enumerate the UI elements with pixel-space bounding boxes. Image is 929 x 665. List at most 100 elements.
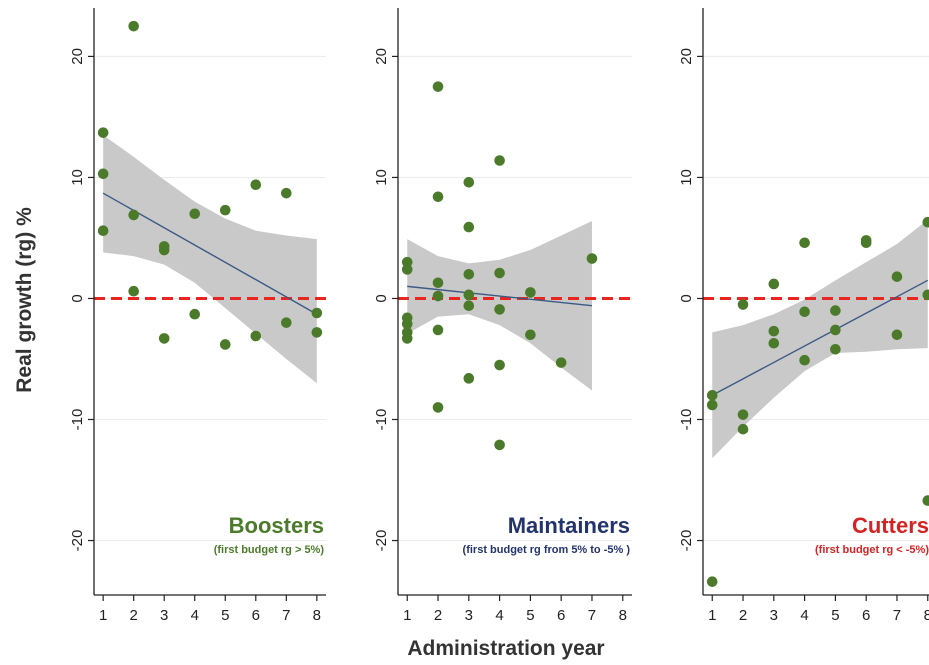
y-tick-label: 20 bbox=[678, 48, 695, 65]
data-point bbox=[219, 204, 231, 216]
panel-maintainers: -20 -10 0 10 20 1 2 3 4 5 6 7 8 Maintainers (first bud… bbox=[373, 8, 632, 624]
data-point bbox=[494, 439, 505, 451]
x-tick-label: 1 bbox=[708, 607, 716, 624]
y-tick-label: 20 bbox=[69, 48, 86, 65]
x-tick-label: 8 bbox=[619, 607, 627, 624]
x-tick-label: 1 bbox=[403, 607, 411, 624]
data-point bbox=[706, 389, 718, 401]
data-point bbox=[432, 290, 444, 302]
data-point bbox=[706, 576, 718, 587]
x-tick-label: 8 bbox=[924, 607, 929, 624]
y-tick-label: -20 bbox=[373, 530, 390, 552]
data-point bbox=[463, 300, 475, 312]
group-title: Boosters bbox=[229, 513, 324, 538]
x-tick-label: 6 bbox=[557, 607, 565, 624]
data-point bbox=[401, 333, 413, 344]
confidence-band bbox=[712, 219, 928, 459]
data-point bbox=[158, 244, 170, 256]
y-tick-label: 20 bbox=[373, 48, 390, 65]
x-tick-label: 6 bbox=[862, 607, 870, 624]
x-tick-label: 5 bbox=[221, 607, 229, 624]
x-axis-title: Administration year bbox=[407, 637, 604, 660]
data-point bbox=[311, 307, 323, 319]
y-tick-label: 0 bbox=[69, 294, 86, 302]
data-point bbox=[97, 168, 109, 180]
fit-line bbox=[711, 279, 929, 396]
data-point bbox=[922, 495, 929, 506]
data-point bbox=[311, 327, 323, 338]
data-point bbox=[219, 339, 231, 350]
data-point bbox=[891, 329, 903, 341]
group-subtitle: (first budget rg from 5% to -5% ) bbox=[463, 544, 631, 556]
data-point bbox=[922, 216, 929, 228]
x-tick-label: 5 bbox=[526, 607, 534, 624]
data-point bbox=[463, 221, 475, 233]
data-point bbox=[494, 304, 505, 315]
y-tick-label: 0 bbox=[373, 294, 390, 302]
x-tick-label: 2 bbox=[130, 607, 138, 624]
data-point bbox=[250, 330, 262, 342]
data-point bbox=[281, 187, 292, 199]
data-point bbox=[463, 176, 475, 188]
data-point bbox=[432, 191, 444, 203]
data-point bbox=[706, 399, 718, 411]
y-tick-label: 10 bbox=[678, 169, 695, 186]
panel-boosters: -20 -10 0 10 20 1 2 3 4 5 6 7 8 Boosters (first budget… bbox=[69, 8, 326, 624]
x-tick-label: 4 bbox=[495, 607, 503, 624]
data-point bbox=[128, 285, 139, 297]
data-point bbox=[401, 264, 413, 275]
data-point bbox=[525, 329, 536, 341]
y-tick-label: 10 bbox=[373, 169, 390, 186]
group-title: Maintainers bbox=[508, 513, 630, 538]
y-tick-label: -10 bbox=[678, 409, 695, 431]
data-point bbox=[432, 324, 444, 336]
data-point bbox=[189, 308, 201, 320]
data-point bbox=[463, 289, 475, 301]
x-tick-label: 3 bbox=[465, 607, 473, 624]
x-tick-label: 2 bbox=[434, 607, 442, 624]
data-point bbox=[768, 278, 780, 290]
data-point bbox=[737, 409, 749, 420]
data-point bbox=[401, 256, 413, 268]
data-point bbox=[737, 299, 749, 310]
x-tick-label: 7 bbox=[893, 607, 901, 624]
panel-cutters: -20 -10 0 10 20 1 2 3 4 5 6 7 8 Cutters (first budget … bbox=[678, 8, 929, 624]
y-tick-label: -20 bbox=[69, 530, 86, 552]
data-point bbox=[158, 333, 170, 344]
data-point bbox=[432, 277, 444, 289]
data-point bbox=[128, 209, 139, 221]
y-tick-label: -10 bbox=[373, 409, 390, 431]
data-point bbox=[768, 325, 780, 337]
data-point bbox=[860, 237, 872, 249]
x-tick-label: 7 bbox=[282, 607, 290, 624]
data-point bbox=[189, 208, 201, 220]
data-point bbox=[281, 317, 292, 328]
data-point bbox=[97, 225, 109, 236]
data-point bbox=[830, 324, 841, 336]
x-tick-label: 3 bbox=[770, 607, 778, 624]
x-tick-label: 5 bbox=[831, 607, 839, 624]
data-point bbox=[494, 155, 505, 166]
data-point bbox=[555, 357, 567, 368]
data-point bbox=[891, 271, 903, 282]
confidence-band bbox=[103, 135, 317, 384]
x-tick-label: 8 bbox=[313, 607, 321, 624]
group-subtitle: (first budget rg > 5%) bbox=[214, 544, 325, 556]
x-tick-label: 7 bbox=[588, 607, 596, 624]
y-tick-label: 0 bbox=[678, 294, 695, 302]
y-tick-label: -10 bbox=[69, 409, 86, 431]
data-point bbox=[799, 237, 810, 249]
data-point bbox=[463, 373, 475, 384]
data-point bbox=[525, 287, 536, 298]
x-tick-label: 6 bbox=[252, 607, 260, 624]
x-tick-label: 4 bbox=[191, 607, 199, 624]
data-point bbox=[494, 267, 505, 279]
data-point bbox=[401, 318, 413, 330]
data-point bbox=[250, 179, 262, 191]
group-subtitle: (first budget rg < -5%) bbox=[815, 544, 929, 556]
fit-line bbox=[407, 285, 593, 307]
y-tick-label: 10 bbox=[69, 169, 86, 186]
data-point bbox=[97, 127, 109, 138]
data-point bbox=[432, 402, 444, 413]
